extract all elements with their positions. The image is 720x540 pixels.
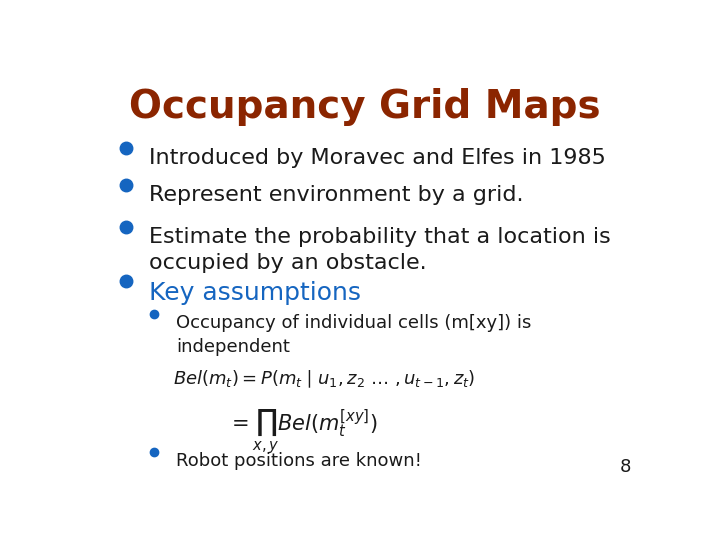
Text: Represent environment by a grid.: Represent environment by a grid. (148, 185, 523, 205)
Text: Occupancy Grid Maps: Occupancy Grid Maps (129, 87, 600, 126)
Text: Key assumptions: Key assumptions (148, 281, 361, 305)
Text: Occupancy of individual cells (m[xy]) is
independent: Occupancy of individual cells (m[xy]) is… (176, 314, 532, 356)
Text: $\mathit{Bel}(m_t) = P(m_t \mid u_1, z_2\ \ldots\ ,u_{t-1}, z_t)$: $\mathit{Bel}(m_t) = P(m_t \mid u_1, z_2… (174, 368, 475, 390)
Text: Estimate the probability that a location is
occupied by an obstacle.: Estimate the probability that a location… (148, 227, 611, 273)
Text: Robot positions are known!: Robot positions are known! (176, 453, 423, 470)
Text: 8: 8 (620, 458, 631, 476)
Text: Introduced by Moravec and Elfes in 1985: Introduced by Moravec and Elfes in 1985 (148, 148, 606, 168)
Text: $= \prod_{x,y} \mathit{Bel}(m_t^{[xy]})$: $= \prod_{x,y} \mathit{Bel}(m_t^{[xy]})$ (227, 408, 377, 457)
